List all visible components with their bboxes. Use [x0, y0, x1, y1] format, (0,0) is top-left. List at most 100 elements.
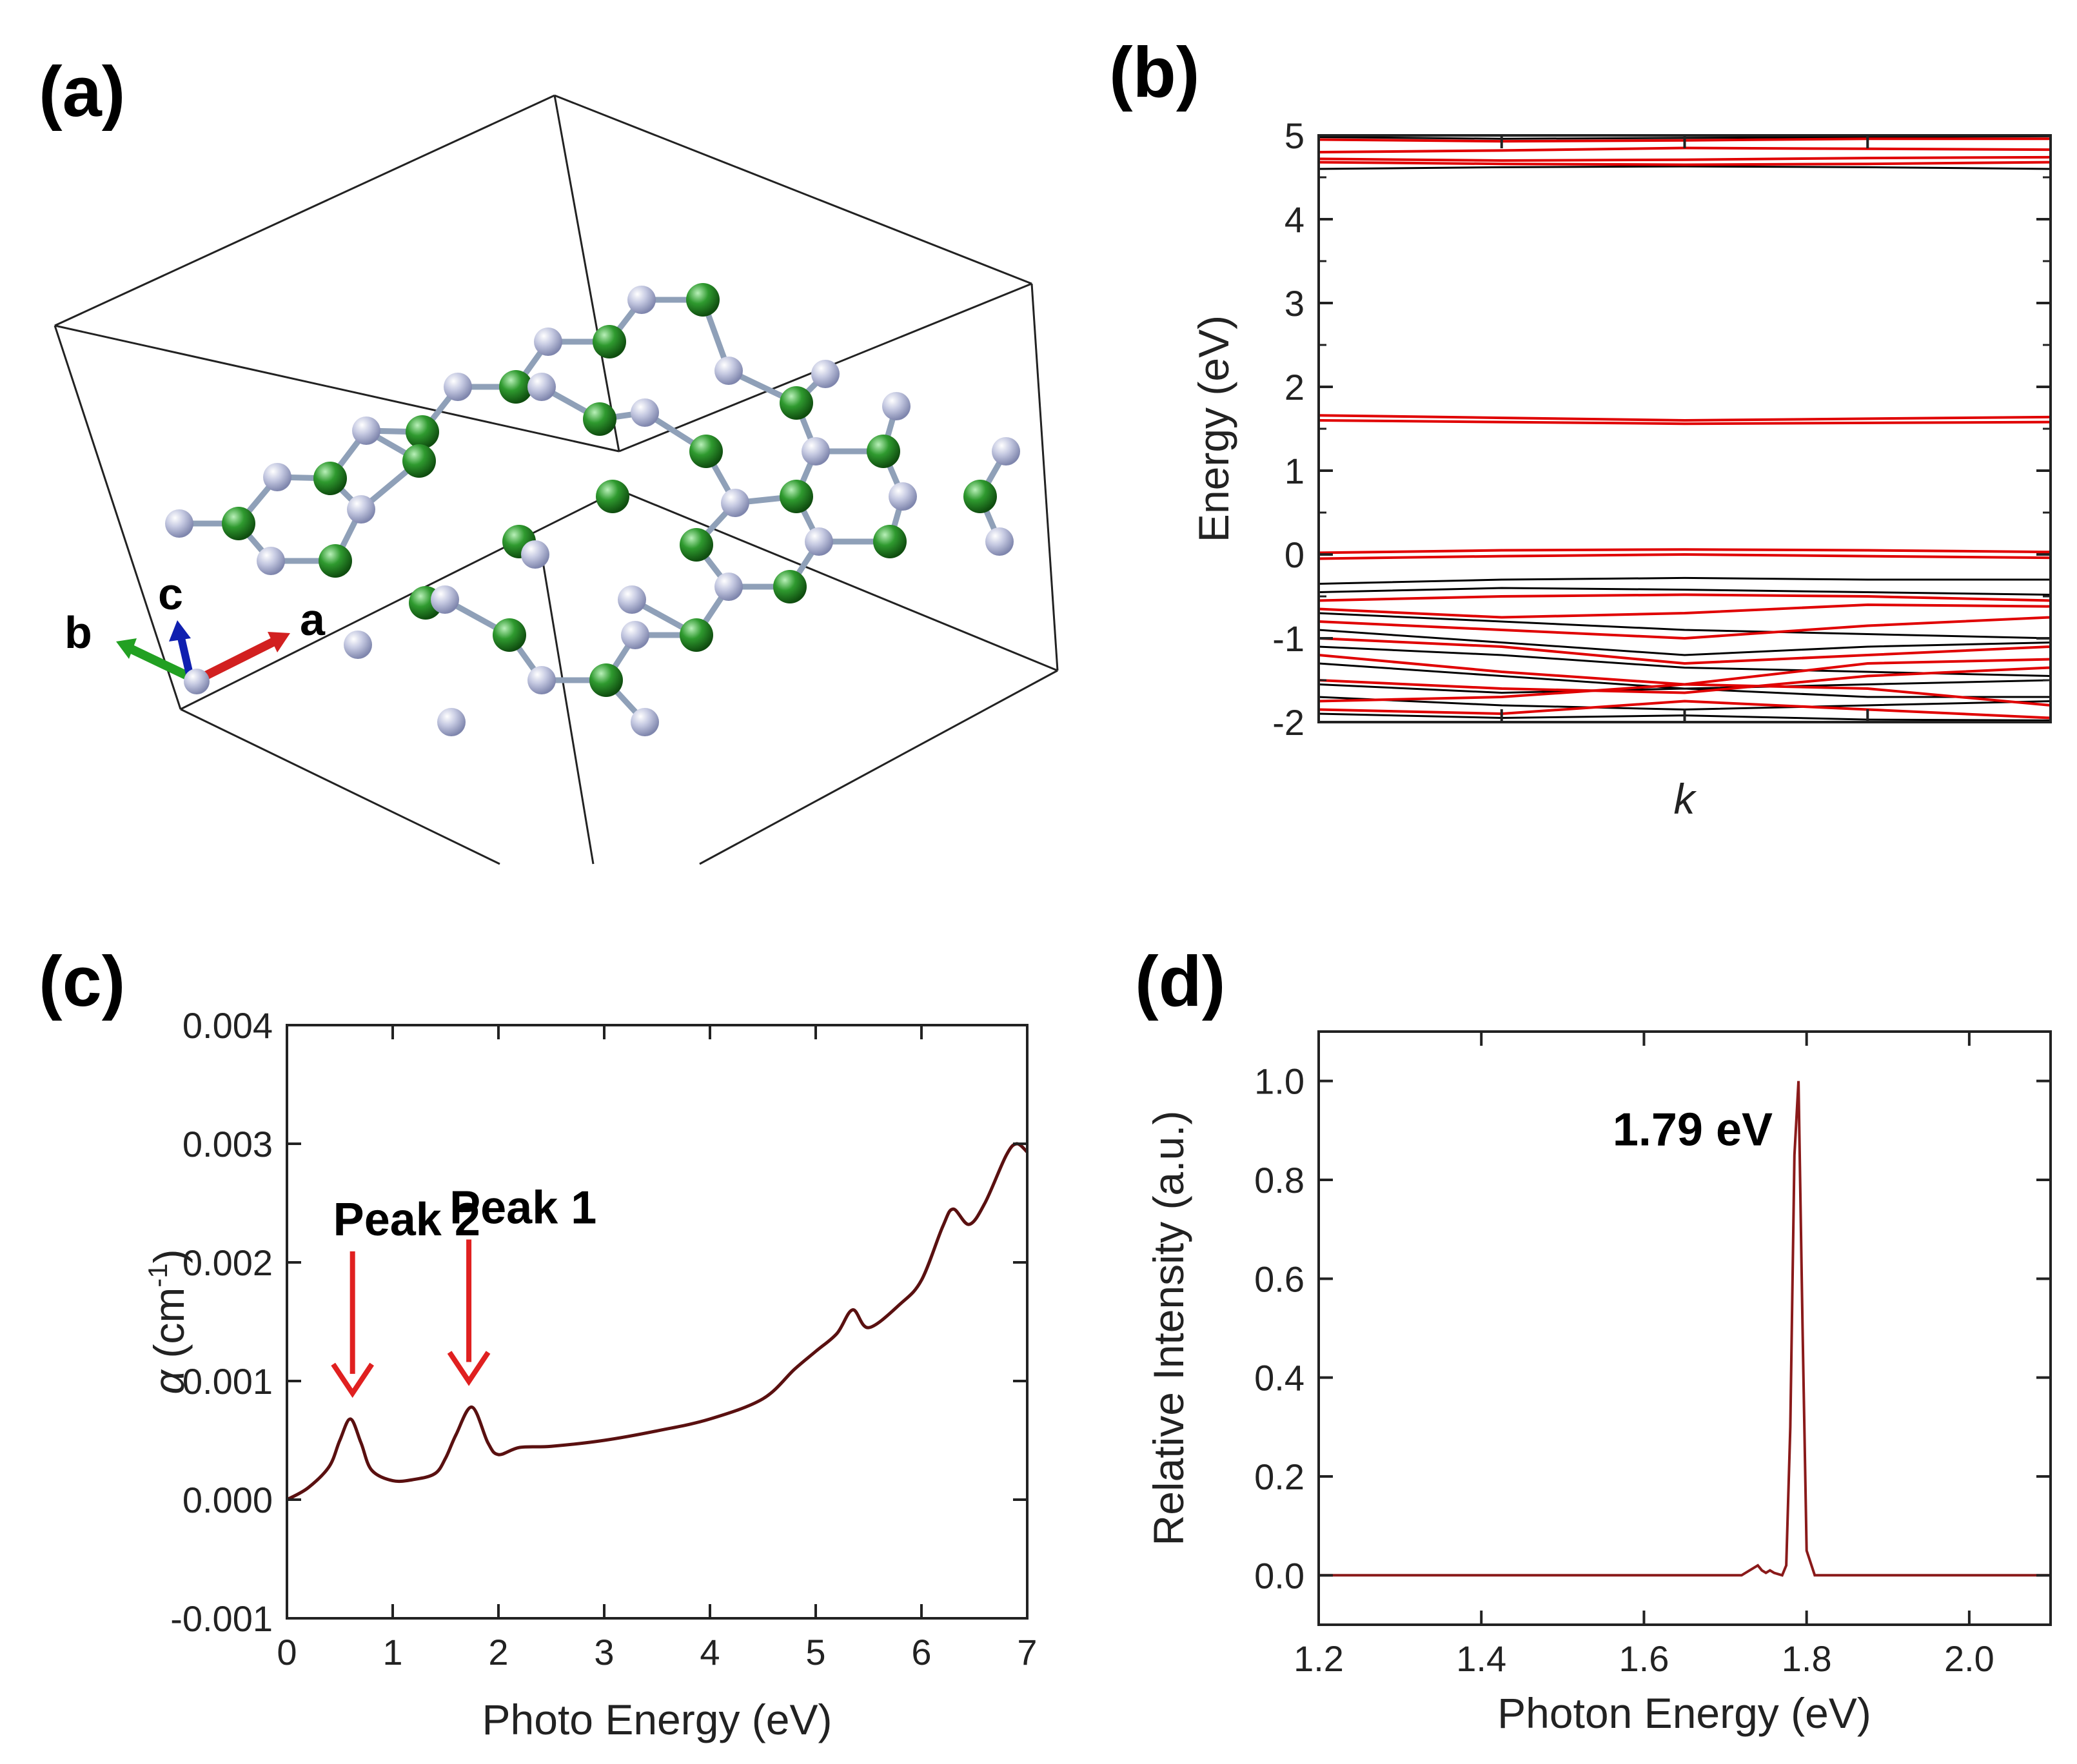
- c-x-tick-label: 6: [911, 1632, 931, 1672]
- carbon-atom: [867, 435, 900, 468]
- band-line: [1318, 612, 2051, 640]
- carbon-atom: [319, 544, 352, 578]
- nitrogen-atom: [889, 482, 917, 511]
- c-y-axis-symbol: α: [145, 1369, 193, 1395]
- nitrogen-atom: [352, 416, 380, 445]
- band-lines: [1318, 135, 2051, 721]
- nitrogen-atom: [527, 373, 556, 401]
- b-y-axis-title: Energy (eV): [1190, 315, 1237, 542]
- b-y-tick-label: 2: [1285, 367, 1304, 407]
- band-line: [1318, 666, 2051, 694]
- panel-label-a: (a): [39, 52, 125, 132]
- b-y-tick-label: 3: [1285, 283, 1304, 324]
- band-line: [1318, 616, 2051, 640]
- panel-label-b: (b): [1109, 33, 1199, 112]
- d-x-tick-label: 1.6: [1619, 1638, 1669, 1679]
- band-line: [1318, 553, 2051, 560]
- nitrogen-atom: [805, 527, 833, 556]
- b-y-tick-label: 5: [1285, 115, 1304, 156]
- d-y-tick-label: 0.0: [1254, 1555, 1304, 1596]
- d-y-axis-title: Relative Intensity (a.u.): [1145, 1111, 1192, 1546]
- band-line: [1318, 419, 2051, 426]
- c-y-tick-label: 0.004: [182, 1005, 273, 1046]
- nitrogen-atom: [521, 540, 549, 569]
- nitrogen-atom: [721, 489, 749, 517]
- carbon-atom: [780, 480, 813, 513]
- carbon-atom: [680, 618, 713, 652]
- unit-cell-box: [54, 94, 1059, 865]
- nitrogen-atom: [985, 527, 1014, 556]
- c-y-axis-exponent: -1: [143, 1263, 173, 1287]
- band-line: [1318, 637, 2051, 665]
- d-y-tick-label: 0.4: [1254, 1358, 1304, 1398]
- nitrogen-atom: [263, 463, 291, 491]
- carbon-atom: [780, 386, 813, 420]
- carbon-atom: [873, 525, 907, 558]
- band-line: [1318, 587, 2051, 596]
- nitrogen-atom: [165, 509, 193, 538]
- nitrogen-atom: [431, 585, 459, 614]
- carbon-atom: [596, 480, 629, 513]
- carbon-atom: [589, 663, 623, 697]
- band-line: [1318, 548, 2051, 554]
- d-x-axis-title: Photon Energy (eV): [1497, 1689, 1871, 1737]
- d-annotations: 1.79 eV: [1613, 1104, 1773, 1156]
- peak-label: Peak 2: [333, 1194, 480, 1246]
- b-y-tick-label: 4: [1285, 199, 1304, 240]
- c-x-tick-label: 3: [594, 1632, 614, 1672]
- nitrogen-atom: [882, 392, 911, 420]
- d-plot-frame: [1317, 1030, 2052, 1626]
- c-x-tick-label: 2: [488, 1632, 508, 1672]
- c-series-line: [286, 1142, 1029, 1502]
- band-line: [1318, 155, 2051, 162]
- c-y-axis-close: ): [145, 1249, 193, 1263]
- d-x-tick-label: 2.0: [1944, 1638, 1994, 1679]
- c-y-tick-label: 0.002: [182, 1242, 273, 1283]
- band-line: [1318, 683, 2051, 698]
- nitrogen-atom: [437, 708, 466, 736]
- band-structure-chart: 5 4 3 2 1 0 -1 -2 Energy (eV) k: [1190, 115, 2052, 823]
- axis-label-c: c: [158, 569, 183, 619]
- d-x-tick-label: 1.2: [1294, 1638, 1344, 1679]
- nitrogen-atom: [344, 631, 372, 659]
- d-y-tick-label: 0.8: [1254, 1160, 1304, 1200]
- b-x-axis-title: k: [1674, 775, 1697, 823]
- c-x-axis-title: Photo Energy (eV): [482, 1696, 832, 1743]
- peak-energy-label: 1.79 eV: [1613, 1104, 1773, 1156]
- carbon-atom: [773, 570, 807, 603]
- bonds: [179, 297, 1009, 725]
- c-x-tick-label: 5: [805, 1632, 825, 1672]
- carbon-atom: [689, 435, 723, 468]
- axis-a-arrow: [194, 634, 283, 685]
- axis-b-arrow: [126, 643, 199, 685]
- band-line: [1318, 629, 2051, 656]
- carbon-atom: [493, 618, 526, 652]
- d-y-tick-label: 0.6: [1254, 1259, 1304, 1299]
- nitrogen-atom: [627, 286, 656, 314]
- band-line: [1318, 603, 2051, 619]
- d-y-tick-label: 0.2: [1254, 1456, 1304, 1497]
- c-y-tick-label: 0.001: [182, 1361, 273, 1402]
- d-ticks: 1.2 1.4 1.6 1.8 2.0 1.0 0.8 0.6 0.4 0.2 0.0: [1254, 1032, 2051, 1679]
- nitrogen-atom: [631, 398, 659, 427]
- peak-arrowhead: [447, 1351, 491, 1386]
- d-y-tick-label: 1.0: [1254, 1061, 1304, 1102]
- c-x-tick-label: 0: [277, 1632, 297, 1672]
- band-line: [1318, 161, 2051, 166]
- c-y-tick-label: 0.003: [182, 1124, 273, 1164]
- band-line: [1318, 683, 2051, 707]
- b-y-tick-label: -2: [1272, 702, 1304, 743]
- c-x-tick-label: 4: [700, 1632, 720, 1672]
- axis-c-arrowhead: [169, 620, 191, 642]
- carbon-atom: [222, 507, 255, 540]
- band-line: [1318, 700, 2051, 720]
- d-x-tick-label: 1.8: [1782, 1638, 1832, 1679]
- nitrogen-atom: [618, 585, 646, 614]
- axis-triad: a b c: [64, 569, 326, 694]
- c-y-tick-label: -0.001: [170, 1598, 273, 1639]
- b-y-tick-label: 0: [1285, 534, 1304, 575]
- b-plot-frame: [1317, 134, 2052, 723]
- nitrogen-atom: [621, 621, 649, 649]
- carbon-atom: [499, 370, 533, 404]
